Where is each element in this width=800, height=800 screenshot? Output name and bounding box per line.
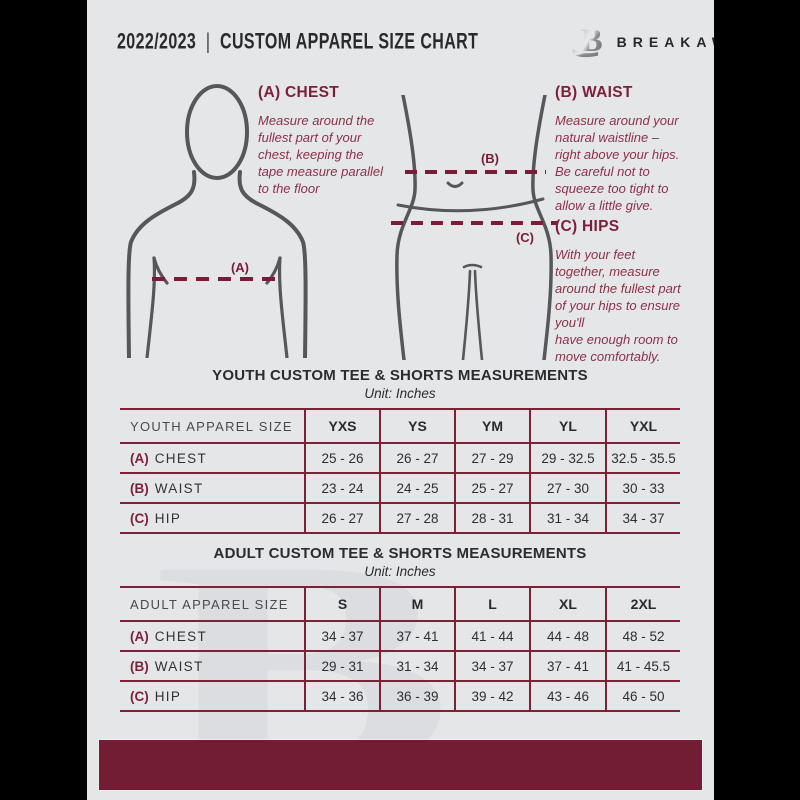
row-label-prefix: (C) (130, 688, 149, 704)
adult-table-unit: Unit: Inches (364, 564, 436, 579)
size-value: 43 - 46 (529, 680, 605, 710)
title-divider: | (205, 29, 211, 54)
row-label: (A) CHEST (120, 620, 304, 650)
size-value: 48 - 52 (605, 620, 680, 650)
column-header: S (304, 588, 379, 620)
row-label-prefix: (A) (130, 628, 149, 644)
size-value: 34 - 37 (605, 502, 680, 532)
size-value: 41 - 44 (454, 620, 529, 650)
size-value: 44 - 48 (529, 620, 605, 650)
size-value: 27 - 29 (454, 442, 529, 472)
size-value: 46 - 50 (605, 680, 680, 710)
hips-guide: (C) HIPS With your feet together, measur… (555, 218, 707, 365)
page-header: 2022/2023 | CUSTOM APPAREL SIZE CHART B BR… (117, 22, 714, 62)
row-label: (C) HIP (120, 502, 304, 532)
youth-table-title: YOUTH CUSTOM TEE & SHORTS MEASUREMENTS (212, 367, 588, 384)
size-value: 34 - 37 (304, 620, 379, 650)
adult-size-table: ADULT APPAREL SIZE S M L XL 2XL (A) CHEST 34 - 3… (120, 586, 680, 712)
size-value: 28 - 31 (454, 502, 529, 532)
size-value: 36 - 39 (379, 680, 454, 710)
row-label-text: WAIST (154, 480, 204, 496)
row-label: (A) CHEST (120, 442, 304, 472)
row-label-prefix: (B) (130, 658, 149, 674)
size-value: 29 - 32.5 (529, 442, 605, 472)
column-header: XL (529, 588, 605, 620)
row-label: (B) WAIST (120, 650, 304, 680)
lower-body-figure: (B) (C) (391, 95, 557, 360)
breakaway-logo-icon: B (572, 23, 602, 59)
size-value: 37 - 41 (379, 620, 454, 650)
column-header: YL (529, 410, 605, 442)
row-label-text: HIP (154, 510, 182, 526)
size-value: 37 - 41 (529, 650, 605, 680)
chest-guide-heading: (A) CHEST (258, 84, 340, 101)
torso-figure: (A) (126, 84, 308, 358)
adult-table-title: ADULT CUSTOM TEE & SHORTS MEASUREMENTS (213, 545, 587, 562)
season-label: 2022/2023 (117, 29, 197, 54)
row-label-prefix: (C) (130, 510, 149, 526)
chest-dash-label: (A) (231, 260, 249, 275)
row-label-text: HIP (154, 688, 182, 704)
waist-guide-body: Measure around your natural waistline – … (555, 113, 680, 213)
column-header: 2XL (605, 588, 680, 620)
youth-size-table-section: YOUTH CUSTOM TEE & SHORTS MEASUREMENTS U… (120, 367, 680, 534)
footer-bar (99, 740, 702, 790)
column-header: M (379, 588, 454, 620)
column-header: L (454, 588, 529, 620)
hips-guide-heading: (C) HIPS (555, 218, 620, 235)
row-label-prefix: (A) (130, 450, 149, 466)
size-value: 34 - 36 (304, 680, 379, 710)
column-header: YXS (304, 410, 379, 442)
svg-text:B: B (580, 23, 602, 59)
size-value: 39 - 42 (454, 680, 529, 710)
row-label-prefix: (B) (130, 480, 149, 496)
size-value: 24 - 25 (379, 472, 454, 502)
row-label-text: WAIST (154, 658, 204, 674)
size-value: 26 - 27 (379, 442, 454, 472)
size-value: 23 - 24 (304, 472, 379, 502)
column-header: YS (379, 410, 454, 442)
size-value: 30 - 33 (605, 472, 680, 502)
size-value: 27 - 30 (529, 472, 605, 502)
size-value: 27 - 28 (379, 502, 454, 532)
size-value: 25 - 27 (454, 472, 529, 502)
chest-guide: (A) CHEST Measure around the fullest par… (258, 84, 418, 197)
size-value: 31 - 34 (529, 502, 605, 532)
row-label: (B) WAIST (120, 472, 304, 502)
brand-name: BREAKAWAY (616, 34, 714, 50)
chart-title: CUSTOM APPAREL SIZE CHART (220, 29, 479, 54)
waist-guide-heading: (B) WAIST (555, 84, 633, 101)
size-chart-page: B 2022/2023 | CUSTOM APPAREL SIZE CHART B … (87, 0, 714, 800)
column-header: YM (454, 410, 529, 442)
brand-group: B BREAKAWAY (569, 21, 714, 63)
column-header: YOUTH APPAREL SIZE (130, 418, 293, 434)
row-label-text: CHEST (154, 628, 208, 644)
size-value: 32.5 - 35.5 (605, 442, 680, 472)
size-value: 31 - 34 (379, 650, 454, 680)
chest-guide-body: Measure around the fullest part of your … (258, 113, 384, 196)
hip-dash-label: (C) (516, 230, 534, 245)
size-value: 41 - 45.5 (605, 650, 680, 680)
size-value: 34 - 37 (454, 650, 529, 680)
size-value: 29 - 31 (304, 650, 379, 680)
youth-table-unit: Unit: Inches (364, 386, 436, 401)
column-header: ADULT APPAREL SIZE (130, 596, 289, 612)
waist-dash-label: (B) (481, 151, 499, 166)
youth-size-table: YOUTH APPAREL SIZE YXS YS YM YL YXL (A) CHEST 25… (120, 408, 680, 534)
column-header: YXL (605, 410, 680, 442)
size-value: 26 - 27 (304, 502, 379, 532)
adult-size-table-section: ADULT CUSTOM TEE & SHORTS MEASUREMENTS U… (120, 545, 680, 712)
page-title: 2022/2023 | CUSTOM APPAREL SIZE CHART (117, 29, 478, 55)
waist-guide: (B) WAIST Measure around your natural wa… (555, 84, 707, 214)
row-label: (C) HIP (120, 680, 304, 710)
row-label-text: CHEST (154, 450, 208, 466)
size-value: 25 - 26 (304, 442, 379, 472)
hips-guide-body: With your feet together, measure around … (555, 247, 681, 364)
